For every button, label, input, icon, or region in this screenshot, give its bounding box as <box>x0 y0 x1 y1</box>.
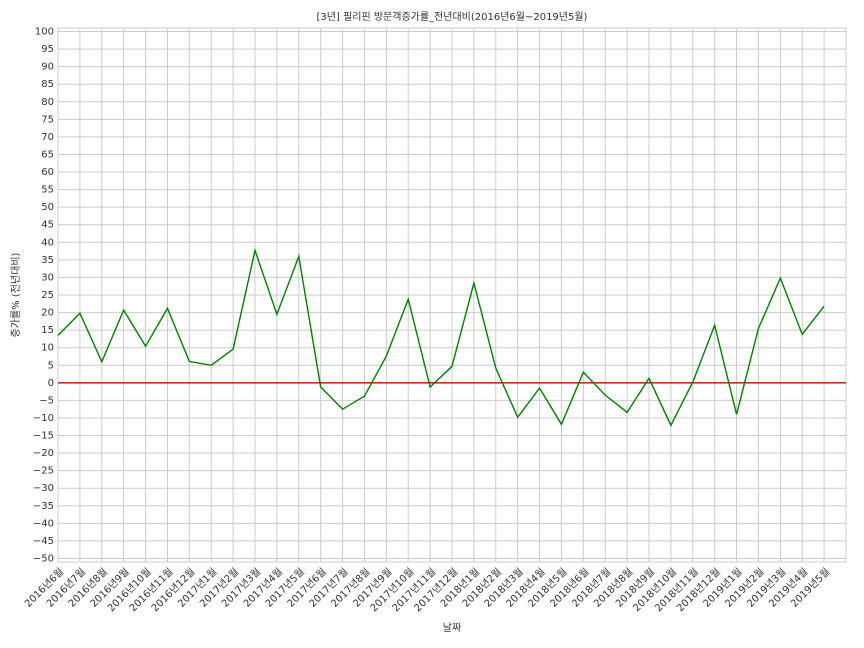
y-tick-label: −10 <box>33 413 54 424</box>
y-tick-label: −5 <box>39 395 54 406</box>
y-tick-label: 80 <box>41 97 54 108</box>
y-tick-label: 95 <box>41 44 54 55</box>
y-tick-label: −20 <box>33 448 54 459</box>
chart-title: [3년] 필리핀 방문객증가률_전년대비(2016년6월~2019년5월) <box>317 11 588 23</box>
y-tick-label: 15 <box>41 325 54 336</box>
y-tick-label: 60 <box>41 167 54 178</box>
y-tick-label: 55 <box>41 185 54 196</box>
y-tick-label: 5 <box>48 360 54 371</box>
y-tick-label: 0 <box>48 378 54 389</box>
y-tick-label: −35 <box>33 501 54 512</box>
y-tick-label: 20 <box>41 308 54 319</box>
y-tick-label: 90 <box>41 62 54 73</box>
y-tick-label: 25 <box>41 290 54 301</box>
x-axis-label: 날짜 <box>443 622 461 634</box>
y-tick-label: 70 <box>41 132 54 143</box>
y-tick-label: −30 <box>33 483 54 494</box>
y-tick-label: −15 <box>33 431 54 442</box>
y-tick-label: −50 <box>33 553 54 564</box>
y-tick-label: −25 <box>33 466 54 477</box>
plot-frame <box>57 27 847 563</box>
y-tick-label: −40 <box>33 518 54 529</box>
y-tick-label: 40 <box>41 237 54 248</box>
y-tick-label: 10 <box>41 343 54 354</box>
y-tick-label: 100 <box>35 27 54 38</box>
y-tick-label: 30 <box>41 272 54 283</box>
y-tick-label: 50 <box>41 202 54 213</box>
y-tick-label: −45 <box>33 536 54 547</box>
y-tick-label: 45 <box>41 220 54 231</box>
y-tick-label: 85 <box>41 79 54 90</box>
data-line <box>57 247 825 427</box>
y-tick-label: 35 <box>41 255 54 266</box>
y-tick-label: 65 <box>41 149 54 160</box>
y-tick-label: 75 <box>41 114 54 125</box>
y-axis-label: 증가률% (전년대비) <box>10 252 22 337</box>
